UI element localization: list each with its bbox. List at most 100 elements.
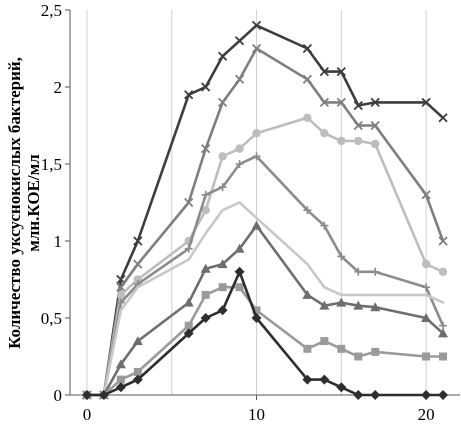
series-5-point: [306, 262, 309, 266]
series-3: [82, 113, 448, 400]
series-5-line: [87, 201, 444, 397]
series-5-point: [424, 293, 428, 297]
series-7-point: [133, 367, 142, 376]
series-4-point: [201, 190, 210, 199]
series-8-point: [115, 382, 126, 393]
series-4-point: [303, 206, 312, 215]
series-2-point: [217, 97, 228, 108]
series-8-point: [421, 390, 432, 400]
series-7-point: [184, 321, 193, 330]
series-4-point: [354, 267, 363, 276]
series-6-point: [370, 302, 381, 312]
series-6-point: [183, 297, 194, 307]
series-5-point: [221, 209, 224, 212]
series-7-point: [337, 344, 346, 353]
series-2-line: [87, 47, 445, 397]
series-6-point: [353, 300, 364, 310]
series-4-point: [337, 252, 346, 261]
series-7-point: [439, 352, 448, 361]
series-2-point: [421, 190, 431, 200]
y-tick-label: 1,5: [41, 155, 62, 174]
series-3-point: [438, 267, 448, 276]
y-axis-label-line-1: Количество уксуснокислых бактерий,: [5, 57, 24, 349]
series-4-point: [235, 160, 244, 168]
series-3-line: [87, 116, 444, 397]
series-4-point: [116, 298, 125, 307]
series-8-point: [81, 390, 92, 400]
series-8-point: [319, 374, 330, 385]
series-6-point: [302, 289, 313, 299]
series-8-point: [98, 390, 109, 400]
series-1-point: [319, 66, 329, 77]
series-3-point: [235, 144, 244, 153]
series-3-point: [371, 139, 380, 149]
series-2-point: [302, 74, 313, 84]
x-tick-label: 0: [83, 405, 92, 424]
series-7-point: [320, 337, 329, 346]
series-1-point: [251, 20, 262, 31]
series-4-point: [439, 321, 448, 330]
series-8-point: [183, 328, 194, 339]
series-6-line: [87, 224, 444, 397]
series-7-point: [252, 306, 261, 315]
series-3-point: [320, 129, 329, 138]
x-tick-label: 10: [248, 405, 265, 424]
series-6-point: [336, 297, 347, 307]
series-4-point: [218, 183, 227, 192]
series-2: [82, 43, 448, 400]
series-4-point: [320, 221, 329, 230]
series-7-line: [87, 285, 443, 397]
series-5-point: [119, 309, 123, 312]
series-2-point: [184, 197, 194, 208]
series-2-point: [116, 282, 126, 292]
y-tick-label: 1: [54, 232, 63, 251]
y-tick-label: 0,5: [41, 309, 62, 328]
series-3-point: [337, 136, 346, 146]
series-8-point: [438, 390, 449, 400]
series-3-point: [201, 206, 210, 215]
series-2-point: [133, 259, 143, 269]
series-4-point: [371, 267, 380, 276]
series-2-point: [251, 43, 262, 54]
series-5-point: [136, 286, 140, 289]
series-1-point: [201, 82, 211, 92]
series-2-point: [438, 236, 448, 246]
series-5-point: [238, 201, 241, 204]
series-3-point: [116, 290, 126, 300]
series-2-point: [336, 97, 346, 108]
series-2-point: [201, 143, 211, 154]
series-6: [81, 220, 449, 399]
series-8-point: [353, 390, 364, 400]
series-5: [85, 201, 445, 397]
series-2-point: [370, 120, 380, 131]
series-8-point: [132, 374, 143, 385]
series-7-point: [235, 283, 244, 292]
series-8-point: [200, 313, 211, 323]
series-1-point: [438, 113, 448, 123]
series-4-line: [87, 155, 445, 397]
series-5-point: [204, 232, 207, 235]
series-4-point: [252, 152, 261, 161]
series-6-point: [234, 243, 245, 253]
y-tick-label: 2: [54, 78, 63, 97]
series-7-point: [116, 375, 125, 384]
series-7-point: [422, 352, 431, 361]
series-3-point: [303, 113, 312, 123]
series-3-point: [421, 259, 431, 269]
series-4-point: [422, 283, 431, 292]
series-1-point: [217, 51, 228, 61]
series-1-point: [302, 43, 313, 54]
series-7-point: [218, 283, 227, 292]
series-1-point: [184, 90, 194, 100]
series-6-point: [115, 359, 126, 369]
series-6-point: [217, 259, 228, 269]
series-3-point: [218, 152, 227, 161]
series-1-point: [370, 97, 380, 108]
y-tick-label: 2,5: [41, 1, 62, 20]
series-1-point: [421, 97, 431, 108]
series-3-point: [252, 129, 261, 138]
series-5-point: [323, 286, 326, 289]
series-3-point: [354, 136, 363, 146]
series-5-point: [374, 293, 377, 297]
